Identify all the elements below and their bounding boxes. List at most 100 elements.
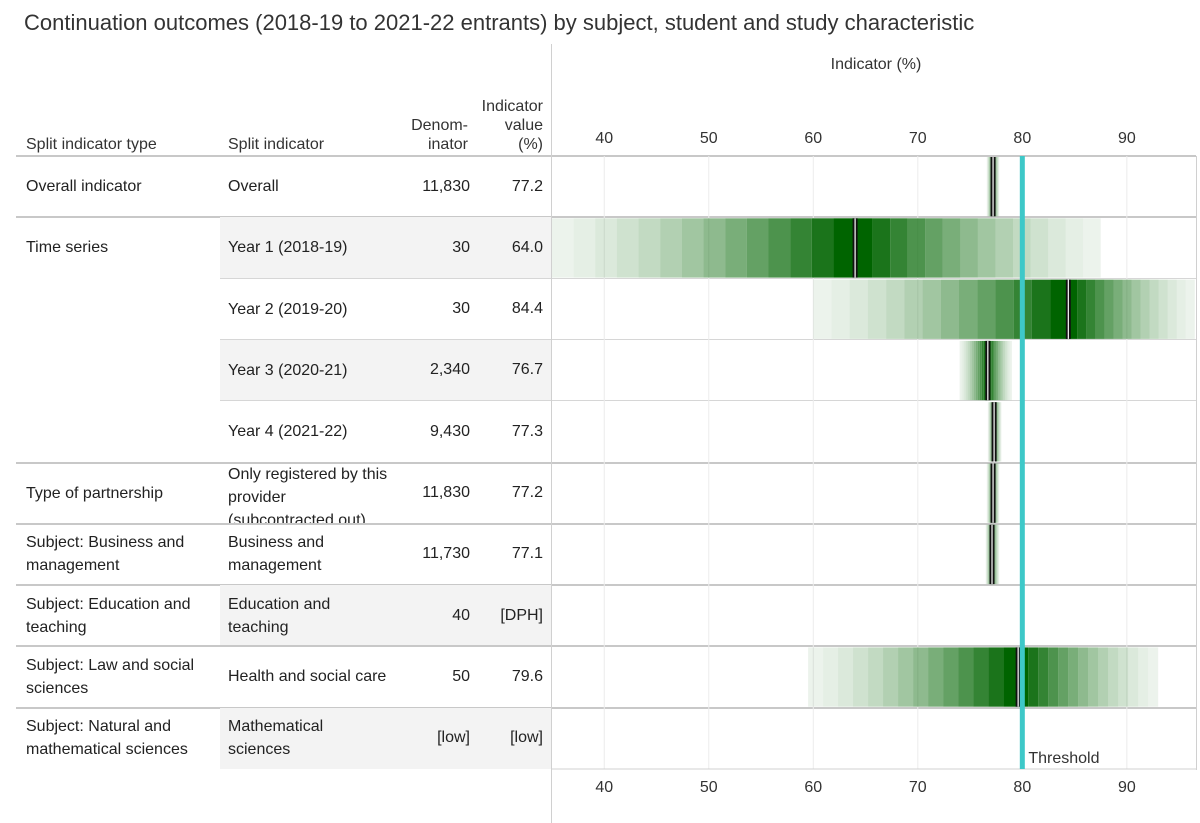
interval-band: [1068, 647, 1079, 707]
interval-band: [995, 524, 996, 585]
denominator-value: 30: [452, 238, 470, 256]
interval-band: [991, 340, 993, 401]
split-indicator: Year 2 (2019-20): [228, 300, 348, 318]
split-indicator: Business and management: [228, 534, 325, 575]
interval-band: [969, 340, 972, 401]
interval-band: [855, 218, 873, 278]
interval-band: [1028, 647, 1039, 707]
denominator-header-line-2: inator: [427, 136, 468, 153]
table-row: Time series Year 1 (2018-19) 30 64.0: [16, 217, 1196, 279]
interval-band: [959, 340, 962, 401]
interval-band: [913, 647, 929, 707]
indicator-value-header-line-3: (%): [518, 136, 543, 153]
indicator-value: [DPH]: [500, 606, 543, 624]
interval-band: [1000, 402, 1002, 462]
interval-band: [971, 340, 974, 401]
threshold-line: [1019, 156, 1025, 769]
interval-band: [1078, 647, 1089, 707]
interval-band: [1038, 647, 1049, 707]
row-separator: [16, 645, 1196, 648]
interval-band: [998, 402, 999, 462]
denominator-value: 11,730: [422, 545, 470, 563]
interval-band: [981, 340, 984, 401]
denominator-value: 30: [452, 300, 470, 318]
bottom-tick-label: 50: [700, 779, 718, 796]
interval-band: [1048, 647, 1059, 707]
interval-band: [1058, 647, 1069, 707]
table-divider: [551, 44, 552, 823]
indicator-value: 77.2: [511, 177, 543, 195]
interval-band: [1149, 279, 1159, 339]
table-row: Overall indicator Overall 11,830 77.2: [16, 156, 1196, 217]
interval-band: [1185, 279, 1195, 339]
interval-band: [995, 524, 997, 585]
interval-band: [997, 402, 998, 462]
interval-band: [975, 340, 978, 401]
interval-band: [1005, 340, 1007, 401]
split-indicator-cell: Year 2 (2019-20): [220, 279, 552, 340]
interval-band: [1050, 279, 1069, 339]
interval-band: [1031, 279, 1051, 339]
denominator-value: 40: [452, 606, 470, 624]
interval-band: [973, 647, 989, 707]
split-indicator-cell: Health and social care: [220, 646, 552, 707]
bottom-tick-label: 80: [1013, 779, 1031, 796]
table-row: Type of partnership Only registered by th…: [16, 463, 1196, 524]
denominator-header-line-1: Denom-: [411, 117, 468, 134]
interval-band: [940, 279, 960, 339]
interval-band: [977, 279, 996, 339]
indicator-marker-highlight: [854, 218, 856, 278]
bottom-tick-label: 90: [1118, 779, 1136, 796]
interval-band: [1104, 279, 1114, 339]
split-indicator-type: [26, 340, 226, 401]
bottom-tick-label: 70: [909, 779, 927, 796]
indicator-plot: 40 40 50 50 60 60 70 70 80 80 90 90 Threshold: [552, 130, 1196, 796]
interval-band: [1000, 402, 1001, 462]
denominator-value: 11,830: [422, 177, 470, 195]
indicator-marker-highlight: [991, 524, 993, 585]
indicator-value: [low]: [510, 729, 543, 747]
interval-band: [1131, 279, 1141, 339]
interval-band: [1086, 279, 1096, 339]
interval-band: [963, 340, 966, 401]
interval-band: [998, 402, 1000, 462]
indicator-marker-highlight: [992, 463, 994, 523]
top-tick-label: 80: [1013, 130, 1031, 147]
interval-band: [849, 279, 868, 339]
interval-band: [998, 524, 1000, 585]
interval-band: [943, 647, 959, 707]
denominator-value: 50: [452, 667, 470, 685]
split-indicator-type-header: Split indicator type: [26, 136, 157, 153]
interval-band: [833, 218, 856, 278]
top-tick-label: 70: [909, 130, 927, 147]
interval-band: [973, 340, 976, 401]
denominator-value: 9,430: [429, 422, 470, 440]
interval-band: [999, 340, 1002, 401]
interval-band: [979, 340, 982, 401]
row-separator: [16, 706, 1196, 709]
interval-band: [988, 647, 1004, 707]
interval-band: [960, 218, 978, 278]
interval-band: [883, 647, 899, 707]
denominator-value: [low]: [437, 729, 470, 747]
interval-band: [886, 279, 905, 339]
interval-band: [768, 218, 791, 278]
interval-band: [995, 218, 1013, 278]
interval-band: [638, 218, 661, 278]
axis-title: Indicator (%): [830, 56, 922, 73]
interval-band: [823, 647, 839, 707]
table-row: Year 4 (2021-22) 9,430 77.3: [16, 401, 1196, 462]
indicator-value: 76.7: [511, 361, 543, 379]
interval-band: [831, 279, 850, 339]
row-separator: [16, 216, 1196, 219]
interval-band: [1095, 279, 1105, 339]
interval-band: [983, 340, 986, 401]
interval-band: [1108, 647, 1119, 707]
interval-band: [813, 279, 832, 339]
split-indicator-cell: Only registered by this provider (subcon…: [220, 463, 552, 524]
denominator-header: Denom- inator: [411, 116, 468, 154]
interval-band: [1048, 218, 1066, 278]
table-row: Year 3 (2020-21) 2,340 76.7: [16, 339, 1196, 401]
interval-band: [997, 524, 999, 585]
interval-band: [1010, 340, 1012, 401]
